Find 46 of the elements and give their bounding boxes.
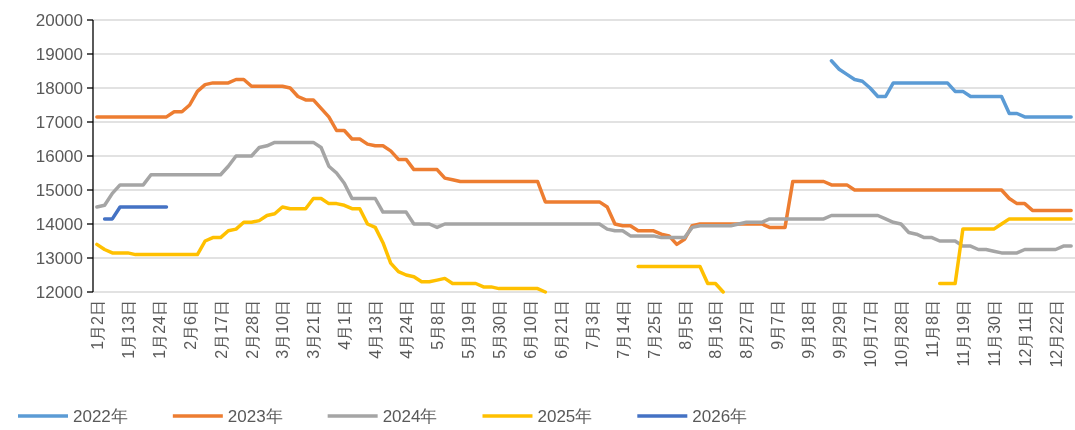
x-tick-label: 9月7日 (769, 300, 787, 350)
x-tick-label: 3月10日 (274, 300, 292, 359)
x-tick-label: 7月3日 (583, 300, 601, 350)
x-tick-label: 1月13日 (119, 300, 137, 359)
x-tick-label: 10月28日 (893, 300, 911, 368)
legend-label: 2022年 (73, 407, 128, 426)
x-tick-label: 7月14日 (614, 300, 632, 359)
y-tick-label: 17000 (35, 113, 83, 132)
y-tick-label: 14000 (35, 215, 83, 234)
x-tick-label: 1月24日 (150, 300, 168, 359)
x-tick-label: 4月1日 (336, 300, 354, 350)
x-tick-label: 11月19日 (954, 300, 972, 367)
x-tick-label: 2月28日 (243, 300, 261, 359)
y-tick-label: 16000 (35, 147, 83, 166)
y-tick-label: 12000 (35, 283, 83, 302)
x-tick-label: 10月17日 (862, 300, 880, 368)
x-tick-label: 11月30日 (985, 300, 1003, 367)
x-tick-label: 8月27日 (738, 300, 756, 359)
x-tick-label: 5月19日 (460, 300, 478, 359)
x-tick-label: 8月5日 (676, 300, 694, 350)
legend-label: 2023年 (227, 407, 283, 426)
y-tick-label: 20000 (35, 11, 83, 30)
x-tick-label: 12月22日 (1047, 300, 1065, 368)
x-tick-label: 12月11日 (1016, 300, 1034, 367)
y-tick-label: 15000 (35, 181, 83, 200)
x-tick-label: 9月29日 (831, 300, 849, 359)
y-tick-label: 18000 (35, 79, 83, 98)
legend-label: 2026年 (692, 407, 748, 426)
y-tick-label: 19000 (35, 45, 83, 64)
x-tick-label: 5月8日 (429, 300, 447, 350)
x-tick-label: 7月25日 (645, 300, 663, 359)
x-tick-label: 1月2日 (88, 300, 106, 350)
x-tick-label: 3月21日 (305, 300, 323, 359)
x-tick-label: 4月13日 (367, 300, 385, 359)
x-tick-label: 11月8日 (923, 300, 941, 358)
x-tick-label: 6月21日 (552, 300, 570, 359)
x-tick-label: 5月30日 (490, 300, 508, 359)
y-tick-label: 13000 (35, 249, 83, 268)
x-tick-label: 8月16日 (707, 300, 725, 359)
x-tick-label: 2月17日 (212, 300, 230, 359)
x-tick-label: 4月24日 (398, 300, 416, 359)
legend-label: 2024年 (382, 407, 438, 426)
legend-label: 2025年 (537, 407, 593, 426)
x-tick-label: 9月18日 (800, 300, 818, 359)
x-tick-label: 2月6日 (181, 300, 199, 350)
x-tick-label: 6月10日 (521, 300, 539, 359)
